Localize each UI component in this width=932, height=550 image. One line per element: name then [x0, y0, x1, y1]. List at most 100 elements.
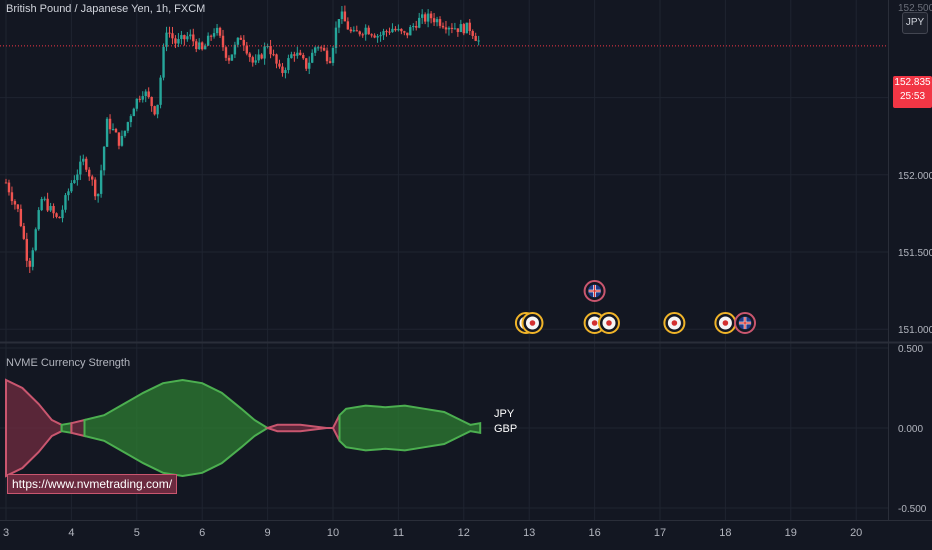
candle-body[interactable] [328, 61, 332, 63]
candle-body[interactable] [385, 31, 388, 33]
candle-body[interactable] [275, 54, 278, 64]
candle-body[interactable] [429, 13, 433, 19]
candle-body[interactable] [150, 96, 153, 107]
candle-body[interactable] [153, 106, 156, 115]
candle-body[interactable] [302, 55, 305, 59]
candle-body[interactable] [123, 130, 127, 136]
candle-body[interactable] [138, 98, 141, 100]
candle-body[interactable] [406, 32, 409, 36]
candle-body[interactable] [245, 45, 248, 54]
candle-body[interactable] [64, 195, 67, 210]
event-markers[interactable] [514, 280, 757, 334]
candle-body[interactable] [212, 33, 216, 37]
candle-body[interactable] [242, 39, 246, 46]
candle-body[interactable] [251, 57, 254, 63]
candle-body[interactable] [468, 22, 471, 32]
candle-body[interactable] [319, 47, 323, 49]
candle-body[interactable] [70, 183, 73, 192]
candle-body[interactable] [248, 53, 251, 58]
candle-body[interactable] [391, 28, 394, 33]
candle-body[interactable] [474, 35, 477, 41]
candle-body[interactable] [52, 205, 55, 214]
candle-body[interactable] [456, 28, 460, 33]
candle-body[interactable] [117, 132, 121, 146]
candle-body[interactable] [420, 14, 424, 18]
candle-body[interactable] [96, 193, 100, 197]
candle-body[interactable] [206, 35, 210, 46]
candle-body[interactable] [129, 116, 133, 123]
candle-body[interactable] [93, 179, 97, 197]
candle-body[interactable] [465, 22, 468, 34]
candle-body[interactable] [340, 11, 344, 20]
candle-body[interactable] [346, 21, 350, 30]
candle-body[interactable] [382, 31, 385, 36]
candle-body[interactable] [355, 30, 358, 32]
candle-body[interactable] [293, 54, 296, 56]
candle-body[interactable] [40, 199, 43, 211]
candle-body[interactable] [435, 19, 439, 23]
candle-body[interactable] [192, 34, 195, 42]
candle-body[interactable] [281, 66, 284, 74]
gbp-strength-area[interactable] [60, 422, 73, 434]
time-axis[interactable]: 3 4 5 6 9 10 11 12 13 16 17 18 19 20 [3, 527, 862, 539]
candle-body[interactable] [370, 34, 373, 36]
candle-body[interactable] [287, 58, 290, 71]
candle-body[interactable] [471, 31, 474, 36]
candle-body[interactable] [19, 208, 23, 227]
candle-body[interactable] [221, 35, 225, 48]
candle-body[interactable] [198, 42, 201, 50]
candle-body[interactable] [310, 52, 314, 63]
candle-body[interactable] [85, 158, 88, 170]
candle-body[interactable] [37, 210, 40, 230]
candle-body[interactable] [99, 170, 103, 194]
candle-body[interactable] [195, 41, 198, 50]
candle-body[interactable] [28, 260, 31, 267]
candle-body[interactable] [305, 58, 308, 69]
candle-body[interactable] [49, 205, 52, 211]
candle-body[interactable] [376, 36, 379, 38]
candle-body[interactable] [325, 50, 329, 62]
candle-body[interactable] [144, 91, 147, 97]
candle-body[interactable] [34, 229, 37, 251]
candle-body[interactable] [388, 31, 391, 33]
candle-body[interactable] [43, 198, 46, 200]
candle-body[interactable] [379, 35, 382, 37]
candle-body[interactable] [88, 169, 91, 177]
candle-body[interactable] [373, 35, 376, 38]
candle-body[interactable] [337, 19, 341, 28]
candle-body[interactable] [105, 118, 109, 147]
candle-body[interactable] [73, 180, 76, 184]
candle-body[interactable] [135, 98, 138, 109]
candle-body[interactable] [147, 91, 150, 97]
candle-body[interactable] [82, 158, 85, 162]
candle-body[interactable] [13, 201, 17, 205]
candle-body[interactable] [364, 27, 367, 35]
candle-body[interactable] [316, 47, 320, 49]
candle-body[interactable] [177, 39, 180, 44]
candle-body[interactable] [159, 77, 162, 105]
candle-body[interactable] [397, 28, 400, 31]
currency-button[interactable]: JPY [902, 12, 928, 34]
candle-body[interactable] [432, 18, 436, 23]
jpy-strength-area[interactable] [70, 418, 86, 438]
candle-body[interactable] [334, 27, 338, 48]
candle-body[interactable] [278, 63, 281, 67]
candle-body[interactable] [203, 45, 207, 50]
candle-body[interactable] [25, 238, 29, 261]
candle-body[interactable] [61, 209, 64, 219]
candle-body[interactable] [168, 32, 171, 34]
candle-body[interactable] [108, 118, 112, 130]
indicator-title[interactable]: NVME Currency Strength [6, 357, 131, 369]
candle-body[interactable] [76, 174, 79, 181]
candle-body[interactable] [450, 27, 454, 29]
candle-body[interactable] [260, 54, 263, 59]
candle-body[interactable] [394, 28, 397, 31]
candle-body[interactable] [441, 25, 445, 28]
candle-body[interactable] [67, 191, 70, 196]
candle-body[interactable] [4, 182, 8, 184]
candle-body[interactable] [269, 45, 272, 55]
candle-body[interactable] [58, 216, 61, 219]
candle-body[interactable] [438, 19, 442, 26]
candle-body[interactable] [453, 28, 457, 30]
